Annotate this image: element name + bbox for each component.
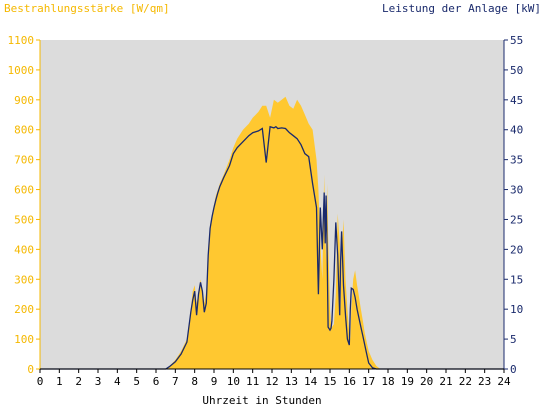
right-tick-label: 0 bbox=[510, 363, 517, 376]
right-tick-label: 5 bbox=[510, 333, 517, 346]
ticks-layer: 0100200300400500600700800900100011000510… bbox=[8, 34, 524, 388]
x-tick-label: 10 bbox=[227, 375, 240, 388]
series-layer bbox=[40, 96, 504, 370]
x-tick-label: 8 bbox=[191, 375, 198, 388]
x-tick-label: 19 bbox=[401, 375, 414, 388]
right-tick-label: 10 bbox=[510, 303, 523, 316]
left-tick-label: 800 bbox=[14, 124, 34, 137]
x-tick-label: 6 bbox=[153, 375, 160, 388]
left-tick-label: 900 bbox=[14, 94, 34, 107]
x-tick-label: 14 bbox=[304, 375, 318, 388]
x-axis-title: Uhrzeit in Stunden bbox=[202, 394, 321, 407]
right-tick-label: 35 bbox=[510, 154, 523, 167]
x-tick-label: 22 bbox=[459, 375, 472, 388]
right-tick-label: 50 bbox=[510, 64, 523, 77]
x-tick-label: 0 bbox=[37, 375, 44, 388]
right-axis-title: Leistung der Anlage [kW] bbox=[382, 2, 541, 15]
x-tick-label: 11 bbox=[246, 375, 259, 388]
x-tick-label: 24 bbox=[497, 375, 511, 388]
x-tick-label: 12 bbox=[265, 375, 278, 388]
right-tick-label: 25 bbox=[510, 213, 523, 226]
left-tick-label: 700 bbox=[14, 154, 34, 167]
x-tick-label: 21 bbox=[439, 375, 452, 388]
x-tick-label: 15 bbox=[323, 375, 336, 388]
x-tick-label: 4 bbox=[114, 375, 121, 388]
left-tick-label: 1000 bbox=[8, 64, 35, 77]
x-tick-label: 13 bbox=[285, 375, 298, 388]
left-tick-label: 0 bbox=[27, 363, 34, 376]
irradiance-area bbox=[40, 96, 504, 370]
x-tick-label: 16 bbox=[343, 375, 356, 388]
right-tick-label: 15 bbox=[510, 273, 523, 286]
left-tick-label: 600 bbox=[14, 184, 34, 197]
left-tick-label: 100 bbox=[14, 333, 34, 346]
x-tick-label: 7 bbox=[172, 375, 179, 388]
right-tick-label: 40 bbox=[510, 124, 523, 137]
x-tick-label: 5 bbox=[133, 375, 140, 388]
right-tick-label: 20 bbox=[510, 243, 523, 256]
right-tick-label: 30 bbox=[510, 184, 523, 197]
x-tick-label: 3 bbox=[95, 375, 102, 388]
left-tick-label: 500 bbox=[14, 213, 34, 226]
left-tick-label: 200 bbox=[14, 303, 34, 316]
left-axis-title: Bestrahlungsstärke [W/qm] bbox=[4, 2, 170, 15]
x-tick-label: 2 bbox=[75, 375, 82, 388]
left-tick-label: 400 bbox=[14, 243, 34, 256]
x-tick-label: 17 bbox=[362, 375, 375, 388]
x-tick-label: 18 bbox=[381, 375, 394, 388]
x-tick-label: 20 bbox=[420, 375, 433, 388]
left-tick-label: 300 bbox=[14, 273, 34, 286]
x-tick-label: 9 bbox=[211, 375, 218, 388]
x-tick-label: 23 bbox=[478, 375, 491, 388]
right-tick-label: 45 bbox=[510, 94, 523, 107]
power-line bbox=[40, 125, 504, 370]
left-tick-label: 1100 bbox=[8, 34, 35, 47]
right-tick-label: 55 bbox=[510, 34, 523, 47]
x-tick-label: 1 bbox=[56, 375, 63, 388]
